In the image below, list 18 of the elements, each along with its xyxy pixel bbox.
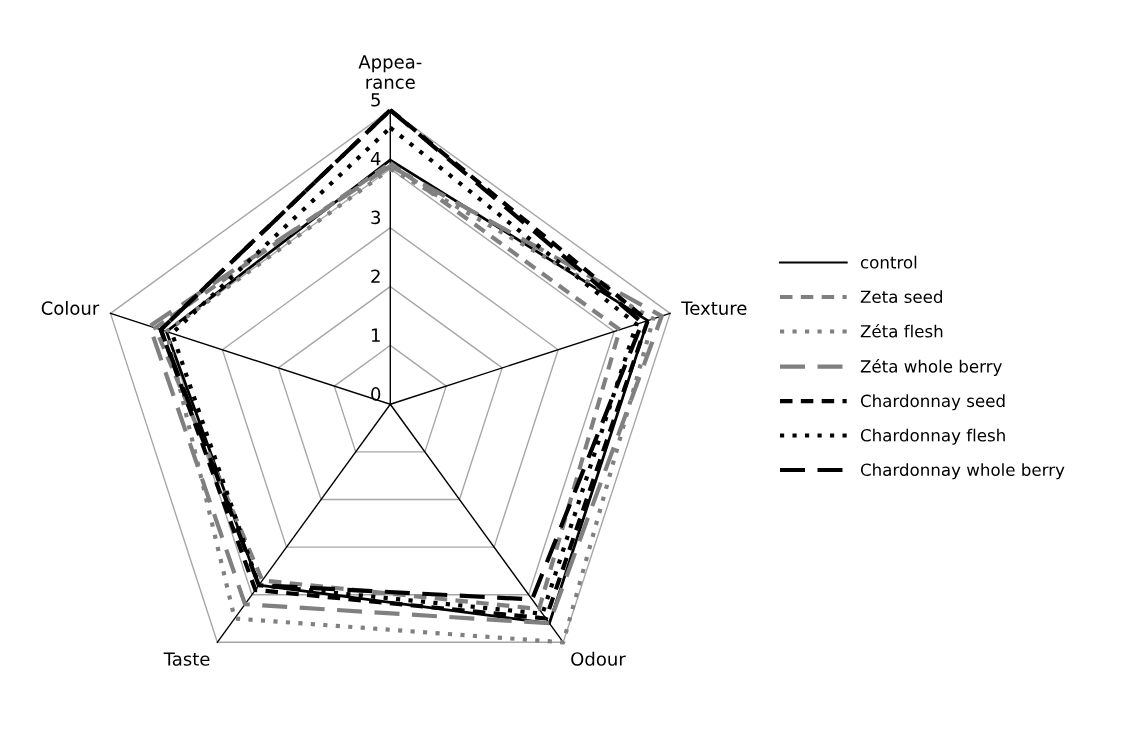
- y-tick-label: 2: [371, 269, 380, 283]
- y-tick-label: 1: [371, 328, 380, 342]
- legend-label: Chardonnay whole berry: [860, 463, 1065, 480]
- spoke-label: Odour: [571, 651, 626, 666]
- y-tick-label: 4: [370, 151, 381, 166]
- legend-label: control: [860, 255, 917, 269]
- y-tick-label: 5: [371, 93, 380, 107]
- legend-label: Zeta seed: [860, 290, 942, 304]
- spoke-label: Texture: [681, 301, 747, 315]
- legend-label: Chardonnay flesh: [860, 428, 1005, 445]
- spoke-label: Appea- rance: [358, 55, 422, 89]
- legend-label: Zéta whole berry: [860, 359, 1002, 376]
- y-tick-label: 0: [371, 387, 381, 401]
- spoke-label: Colour: [41, 300, 100, 315]
- spoke-label: Taste: [163, 652, 210, 666]
- legend-label: Chardonnay seed: [860, 394, 1005, 411]
- legend-label: Zéta flesh: [860, 323, 943, 338]
- y-tick-label: 3: [371, 210, 381, 225]
